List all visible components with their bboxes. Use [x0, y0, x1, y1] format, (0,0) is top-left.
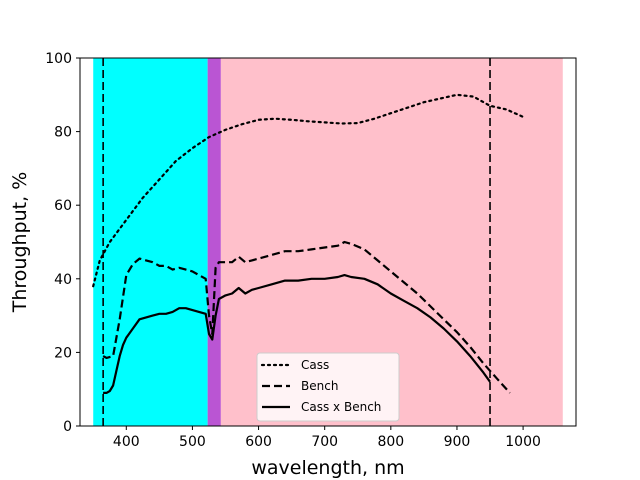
x-tick-label: 400: [113, 434, 140, 450]
legend-label: Cass x Bench: [301, 400, 381, 414]
legend-label: Cass: [301, 358, 329, 372]
axes-frame: [79, 57, 577, 427]
y-axis-ticks: 0 20 40 60 80 100: [45, 51, 80, 435]
limit-lines: [102, 58, 491, 426]
y-tick-label: 40: [54, 272, 72, 288]
x-axis-ticks: 400 500 600 700 800 900 1000: [113, 426, 541, 450]
x-tick-label: 800: [377, 434, 404, 450]
y-axis-title: Throughput, %: [9, 172, 31, 314]
band-overlap: [207, 58, 221, 426]
x-tick-label: 500: [179, 434, 206, 450]
y-tick-label: 0: [63, 419, 72, 435]
x-tick-label: 700: [311, 434, 338, 450]
x-axis-title: wavelength, nm: [251, 457, 404, 479]
legend-box: [256, 352, 400, 422]
series-cass: [92, 93, 525, 288]
y-tick-label: 100: [45, 51, 72, 67]
band-blue-arm: [93, 58, 208, 426]
y-tick-label: 60: [54, 198, 72, 214]
x-tick-label: 1000: [505, 434, 541, 450]
x-tick-label: 600: [245, 434, 272, 450]
legend-label: Bench: [301, 379, 338, 393]
legend: Cass Bench Cass x Bench: [256, 352, 400, 422]
y-tick-label: 20: [54, 345, 72, 361]
series-lines: [92, 93, 525, 394]
series-cass-x-bench: [103, 274, 491, 394]
series-bench: [102, 240, 511, 394]
y-tick-label: 80: [54, 125, 72, 141]
x-tick-label: 900: [444, 434, 471, 450]
